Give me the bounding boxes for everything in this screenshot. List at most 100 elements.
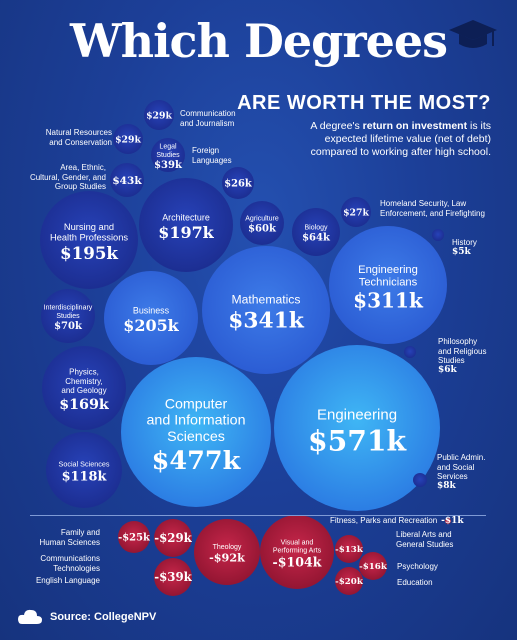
outside-label-homeland-security-law-enforcement-and-firefighting: Homeland Security, Law Enforcement, and … (380, 199, 485, 218)
bubble-mathematics (202, 246, 330, 374)
bubble-architecture (139, 178, 233, 272)
bubble-value-liberal-arts-and-general-studies: -$13k (335, 545, 364, 555)
outside-label-liberal-arts-and-general-studies: Liberal Arts and General Studies (396, 530, 454, 549)
outside-label-history: History $5k (452, 238, 492, 257)
bubble-value-visual-and-performing-arts: -$104k (273, 554, 322, 569)
bubble-value-mathematics: $341k (228, 309, 305, 334)
outside-value-fitness-parks-and-recreation: -$1k (441, 516, 464, 526)
bubble-liberal-arts-and-general-studies (335, 535, 363, 563)
outside-label-communication-and-journalism: Communication and Journalism (180, 109, 236, 128)
outside-label-fitness-parks-and-recreation: Fitness, Parks and Recreation -$1k (330, 516, 464, 526)
bubble-value-legal-studies: $39k (154, 160, 183, 171)
outside-label-psychology: Psychology (397, 562, 438, 571)
bubble-label-physics-chemistry-and-geology: Physics, Chemistry, and Geology (61, 368, 106, 395)
bubble-label-biology: Biology (305, 225, 328, 232)
bubble-visual-and-performing-arts (260, 515, 334, 589)
bubble-natural-resources-and-conservation (113, 124, 143, 154)
outside-label-natural-resources-and-conservation: Natural Resources and Conservation (45, 128, 112, 147)
bubble-public-admin-and-social-services (413, 473, 427, 487)
bubble-nursing-and-health-professions (40, 191, 138, 289)
bubble-value-business: $205k (123, 316, 179, 335)
source-text: Source: CollegeNPV (50, 611, 157, 623)
bubble-value-social-sciences: $118k (62, 469, 108, 484)
bubble-label-visual-and-performing-arts: Visual and Performing Arts (273, 539, 322, 554)
bubble-social-sciences (46, 432, 122, 508)
outside-label-english-language: English Language (35, 576, 100, 585)
bubble-value-physics-chemistry-and-geology: $169k (59, 397, 110, 413)
bubble-foreign-languages (222, 167, 254, 199)
outside-value-history: $5k (452, 246, 471, 257)
bubble-label-agriculture: Agriculture (245, 216, 279, 223)
page-subtitle: ARE WORTH THE MOST? (237, 92, 491, 114)
bubble-interdisciplinary-studies (41, 289, 95, 343)
bubble-history (432, 229, 444, 241)
bubble-legal-studies (151, 138, 185, 172)
outside-label-family-and-human-sciences: Family and Human Sciences (39, 528, 100, 547)
bubble-value-biology: $64k (302, 233, 331, 244)
bubble-value-education: -$20k (335, 577, 364, 587)
bubble-label-social-sciences: Social Sciences (59, 459, 110, 468)
outside-label-education: Education (397, 578, 433, 587)
bubble-communication-and-journalism (144, 100, 174, 130)
bubble-label-interdisciplinary-studies: Interdisciplinary Studies (44, 305, 93, 320)
bubble-label-nursing-and-health-professions: Nursing and Health Professions (50, 222, 128, 243)
bubble-value-engineering: $571k (308, 425, 408, 458)
bubble-value-psychology: -$16k (359, 562, 388, 572)
bubble-psychology (359, 552, 387, 580)
bubble-value-foreign-languages: $26k (224, 179, 253, 190)
bubble-engineering-technicians (329, 226, 447, 344)
page-title: Which Degrees (69, 14, 448, 68)
outside-label-public-admin-and-social-services: Public Admin. and Social Services $8k (437, 453, 507, 491)
bubble-engineering (274, 345, 440, 511)
bubble-english-language (154, 558, 192, 596)
bubble-physics-chemistry-and-geology (42, 346, 126, 430)
bubble-philosophy-and-religious-studies (404, 346, 416, 358)
bubble-value-homeland-security-law-enforcement-and-firefighting: $27k (343, 207, 369, 218)
bubble-value-interdisciplinary-studies: $70k (54, 321, 83, 332)
outside-label-foreign-languages: Foreign Languages (192, 146, 232, 165)
source-footer: Source: CollegeNPV (18, 608, 156, 626)
bubble-value-english-language: -$39k (154, 570, 192, 584)
bubble-value-engineering-technicians: $311k (353, 289, 424, 313)
bubble-value-architecture: $197k (158, 223, 214, 242)
bubble-value-natural-resources-and-conservation: $29k (115, 134, 141, 145)
bubble-label-architecture: Architecture (162, 212, 210, 222)
bubble-value-computer-and-information-sciences: $477k (152, 446, 242, 476)
bubble-value-nursing-and-health-professions: $195k (60, 243, 118, 263)
bubble-value-agriculture: $60k (248, 224, 277, 235)
bubble-biology (292, 208, 340, 256)
bubble-value-communication-and-journalism: $29k (146, 110, 172, 121)
outside-label-communications-technologies: Communications Technologies (40, 554, 100, 573)
cloud-logo-icon (18, 609, 42, 624)
bubble-business (104, 271, 198, 365)
description: A degree's return on investment is its e… (310, 120, 491, 158)
bubble-label-computer-and-information-sciences: Computer and Information Sciences (146, 396, 245, 445)
bubble-theology (194, 519, 260, 585)
bubble-label-business: Business (133, 305, 170, 315)
bubble-value-communications-technologies: -$29k (154, 531, 192, 545)
bubble-communications-technologies (154, 519, 192, 557)
bubble-value-theology: -$92k (209, 550, 245, 564)
outside-value-public-admin-and-social-services: $8k (437, 480, 456, 491)
bubble-computer-and-information-sciences (121, 357, 271, 507)
bubble-family-and-human-sciences (118, 521, 150, 553)
bubble-label-engineering: Engineering (317, 407, 397, 424)
bubble-label-legal-studies: Legal Studies (156, 144, 180, 159)
outside-label-philosophy-and-religious-studies: Philosophy and Religious Studies $6k (438, 337, 498, 375)
bubble-education (335, 567, 363, 595)
separator-line (30, 515, 486, 516)
bubble-label-mathematics: Mathematics (232, 293, 301, 307)
bubble-value-area-ethnic-cultural-gender-and-group-studies: $43k (112, 175, 142, 187)
bubble-agriculture (240, 201, 284, 245)
bubble-fitness-parks-and-recreation (445, 518, 451, 524)
outside-value-philosophy-and-religious-studies: $6k (438, 364, 457, 375)
bubble-area-ethnic-cultural-gender-and-group-studies (110, 163, 144, 197)
outside-label-area-ethnic-cultural-gender-and-group-studies: Area, Ethnic, Cultural, Gender, and Grou… (29, 163, 106, 191)
graduation-cap-icon (449, 20, 497, 48)
bubble-homeland-security-law-enforcement-and-firefighting (341, 197, 371, 227)
bubble-label-theology: Theology (213, 544, 242, 551)
bubble-value-family-and-human-sciences: -$25k (118, 533, 151, 544)
bubble-label-engineering-technicians: Engineering Technicians (358, 264, 418, 289)
